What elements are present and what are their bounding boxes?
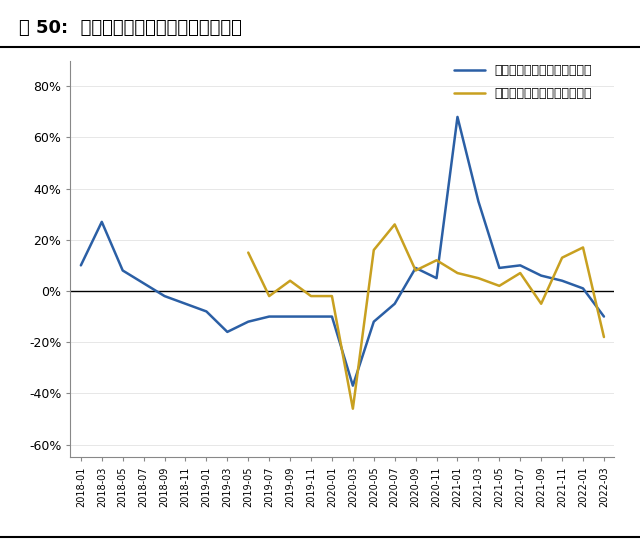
全媒体广告刊例花费同比增长 — [516, 262, 524, 269]
全媒体广告刊例花费同比增长 — [349, 382, 356, 389]
全媒体广告刊例花费同比增长 — [412, 264, 419, 271]
全媒体广告刊例花费环比增长 — [266, 293, 273, 299]
全媒体广告刊例花费同比增长 — [161, 293, 168, 299]
全媒体广告刊例花费环比增长 — [391, 221, 399, 228]
Text: 图 50:  全媒体广告刊例花费同比变动情况: 图 50: 全媒体广告刊例花费同比变动情况 — [19, 19, 242, 37]
全媒体广告刊例花费同比增长 — [140, 280, 147, 287]
全媒体广告刊例花费同比增长 — [223, 328, 231, 335]
全媒体广告刊例花费环比增长 — [516, 270, 524, 277]
全媒体广告刊例花费同比增长 — [77, 262, 84, 269]
全媒体广告刊例花费同比增长 — [307, 314, 315, 320]
Line: 全媒体广告刊例花费同比增长: 全媒体广告刊例花费同比增长 — [81, 117, 604, 386]
全媒体广告刊例花费同比增长 — [538, 272, 545, 279]
全媒体广告刊例花费同比增长 — [495, 264, 503, 271]
全媒体广告刊例花费同比增长 — [266, 314, 273, 320]
全媒体广告刊例花费同比增长 — [391, 300, 399, 307]
全媒体广告刊例花费环比增长 — [349, 406, 356, 412]
全媒体广告刊例花费环比增长 — [328, 293, 336, 299]
全媒体广告刊例花费同比增长 — [328, 314, 336, 320]
全媒体广告刊例花费同比增长 — [454, 114, 461, 120]
全媒体广告刊例花费环比增长 — [558, 255, 566, 261]
全媒体广告刊例花费同比增长 — [558, 277, 566, 284]
全媒体广告刊例花费环比增长 — [412, 267, 419, 274]
全媒体广告刊例花费同比增长 — [600, 314, 608, 320]
全媒体广告刊例花费同比增长 — [98, 219, 106, 225]
Line: 全媒体广告刊例花费环比增长: 全媒体广告刊例花费环比增长 — [248, 224, 604, 409]
全媒体广告刊例花费环比增长 — [307, 293, 315, 299]
全媒体广告刊例花费环比增长 — [244, 249, 252, 256]
全媒体广告刊例花费同比增长 — [475, 198, 483, 204]
全媒体广告刊例花费同比增长 — [182, 300, 189, 307]
全媒体广告刊例花费环比增长 — [538, 300, 545, 307]
全媒体广告刊例花费同比增长 — [119, 267, 127, 274]
全媒体广告刊例花费环比增长 — [475, 275, 483, 282]
全媒体广告刊例花费环比增长 — [286, 277, 294, 284]
全媒体广告刊例花费同比增长 — [433, 275, 440, 282]
全媒体广告刊例花费环比增长 — [600, 334, 608, 341]
全媒体广告刊例花费环比增长 — [579, 244, 587, 251]
全媒体广告刊例花费同比增长 — [203, 308, 211, 315]
全媒体广告刊例花费同比增长 — [579, 285, 587, 291]
全媒体广告刊例花费同比增长 — [244, 318, 252, 325]
全媒体广告刊例花费环比增长 — [433, 257, 440, 263]
全媒体广告刊例花费环比增长 — [454, 270, 461, 277]
Legend: 全媒体广告刊例花费同比增长, 全媒体广告刊例花费环比增长: 全媒体广告刊例花费同比增长, 全媒体广告刊例花费环比增长 — [449, 59, 597, 105]
全媒体广告刊例花费环比增长 — [495, 283, 503, 289]
全媒体广告刊例花费环比增长 — [370, 247, 378, 253]
全媒体广告刊例花费同比增长 — [370, 318, 378, 325]
全媒体广告刊例花费同比增长 — [286, 314, 294, 320]
